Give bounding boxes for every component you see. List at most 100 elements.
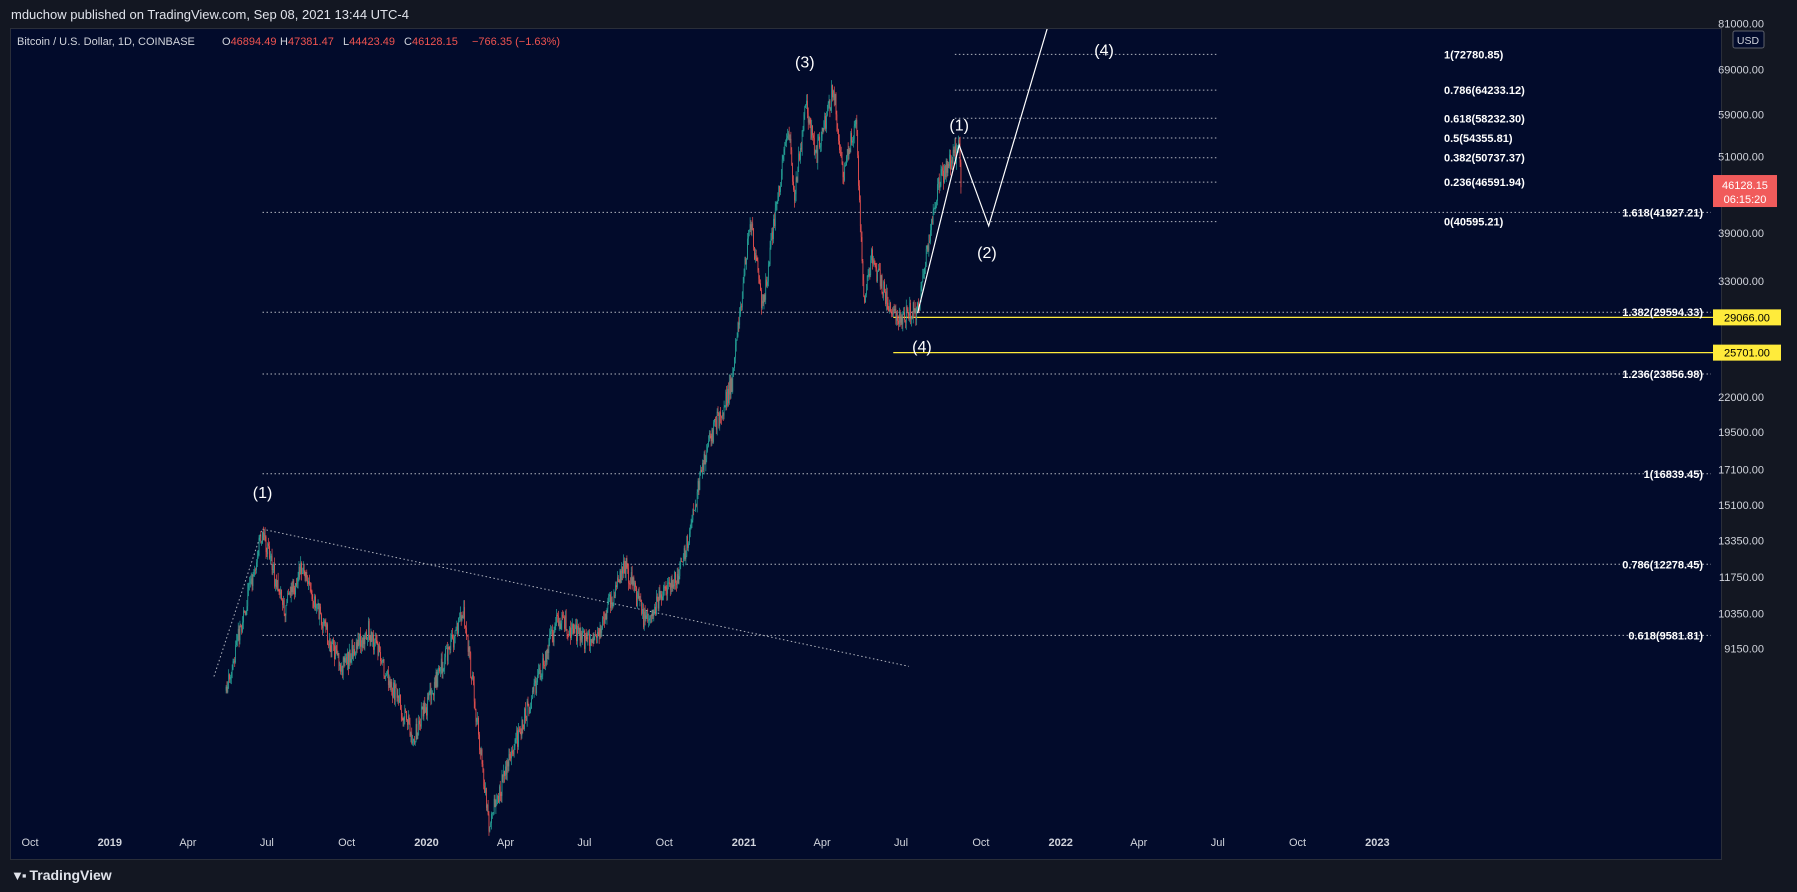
candle-body: [231, 669, 233, 677]
candle-body: [645, 615, 647, 619]
candle-body: [938, 178, 939, 185]
candle-body: [381, 660, 382, 663]
wave-label: (1): [253, 485, 273, 502]
candle-body: [834, 94, 836, 101]
wave-projection[interactable]: [917, 0, 1139, 314]
candle-body: [726, 391, 728, 406]
candle-body: [865, 294, 866, 303]
candle-body: [262, 532, 263, 543]
candle-body: [371, 631, 373, 641]
candle-body: [951, 160, 953, 163]
candle-body: [906, 306, 908, 310]
candle-body: [380, 652, 381, 661]
candle-body: [425, 707, 426, 713]
candle-body: [479, 734, 480, 750]
candle-body: [736, 336, 738, 341]
elliott-wave-path[interactable]: [917, 0, 1139, 314]
currency-box[interactable]: USD: [1732, 30, 1765, 49]
candle-body: [857, 132, 859, 156]
candle-body: [403, 717, 405, 721]
candle-body: [235, 645, 236, 662]
candle-body: [960, 162, 962, 188]
candle-body: [518, 729, 519, 747]
candle-body: [628, 569, 629, 584]
fib-upper-label: 0.786(64233.12): [1444, 85, 1525, 97]
candle-body: [302, 567, 304, 573]
trend-lines[interactable]: [213, 528, 909, 677]
candle-body: [247, 589, 249, 607]
time-axis[interactable]: Oct 2019 Apr Jul Oct 2020 Apr Jul Oct 2021 Apr Jul O…: [21, 837, 1389, 849]
candle-body: [340, 664, 341, 672]
candle-body: [742, 283, 744, 292]
candle-body: [668, 582, 669, 584]
candle-body: [363, 637, 365, 645]
candle-body: [306, 572, 308, 580]
candle-body: [873, 259, 875, 264]
trend-line[interactable]: [213, 529, 263, 677]
candle-body: [743, 274, 745, 284]
candle-body: [411, 733, 413, 744]
candle-body: [620, 570, 622, 581]
candle-body: [446, 648, 448, 661]
horizontal-levels[interactable]: [893, 0, 1713, 354]
candle-body: [275, 579, 276, 587]
candle-body: [499, 786, 501, 794]
candle-body: [846, 149, 848, 157]
candle-body: [405, 709, 407, 711]
tradingview-logo[interactable]: ▼▪ TradingView: [11, 867, 112, 883]
candle-body: [580, 633, 582, 641]
price-axis[interactable]: 220000.00190000.00160000.00140000.001200…: [1712, 0, 1764, 656]
candle-body: [266, 552, 268, 555]
candle-body: [508, 754, 510, 767]
candle-body: [643, 611, 645, 628]
bottom-bar: ▼▪ TradingView: [0, 860, 1797, 892]
candle-body: [819, 136, 820, 148]
candle-body: [800, 148, 802, 150]
candle-body: [868, 274, 870, 276]
candle-body: [630, 584, 631, 586]
candle-body: [756, 257, 758, 261]
candle-body: [929, 240, 931, 242]
candle-body: [721, 416, 722, 418]
candle-body: [715, 419, 717, 430]
candle-body: [802, 130, 804, 132]
candle-body: [296, 583, 298, 586]
candle-body: [314, 596, 315, 608]
candle-body: [838, 130, 839, 141]
candle-body: [228, 674, 230, 683]
candle-body: [570, 627, 571, 638]
fib-lower-label: 1.618(41927.21): [1622, 207, 1703, 219]
candle-body: [896, 316, 898, 321]
candle-body: [513, 746, 515, 755]
candle-body: [261, 542, 262, 544]
candle-body: [517, 730, 518, 747]
time-tick-label: 2019: [98, 837, 122, 849]
candle-body: [859, 200, 861, 227]
candle-body: [394, 684, 396, 700]
candle-body: [242, 622, 243, 632]
price-badge-text: 29066.00: [1724, 312, 1770, 324]
candle-body: [573, 628, 575, 633]
candle-body: [459, 612, 461, 617]
price-tick-label: 9150.00: [1724, 644, 1764, 656]
candle-body: [564, 617, 565, 629]
candle-body: [529, 710, 531, 714]
candle-body: [676, 582, 677, 585]
candle-body: [696, 492, 698, 506]
candle-body: [437, 671, 439, 687]
candle-body: [783, 149, 785, 156]
candle-body: [330, 645, 332, 652]
wave-label: (3): [795, 54, 815, 71]
candle-body: [477, 717, 479, 721]
candle-body: [760, 283, 761, 291]
candle-body: [239, 626, 241, 641]
candle-body: [509, 754, 511, 757]
candle-body: [535, 680, 537, 694]
candle-body: [803, 114, 805, 131]
candle-body: [473, 682, 475, 702]
candle-body: [433, 681, 435, 696]
candle-body: [689, 529, 691, 534]
candle-body: [677, 574, 679, 584]
candle-body: [853, 138, 854, 141]
